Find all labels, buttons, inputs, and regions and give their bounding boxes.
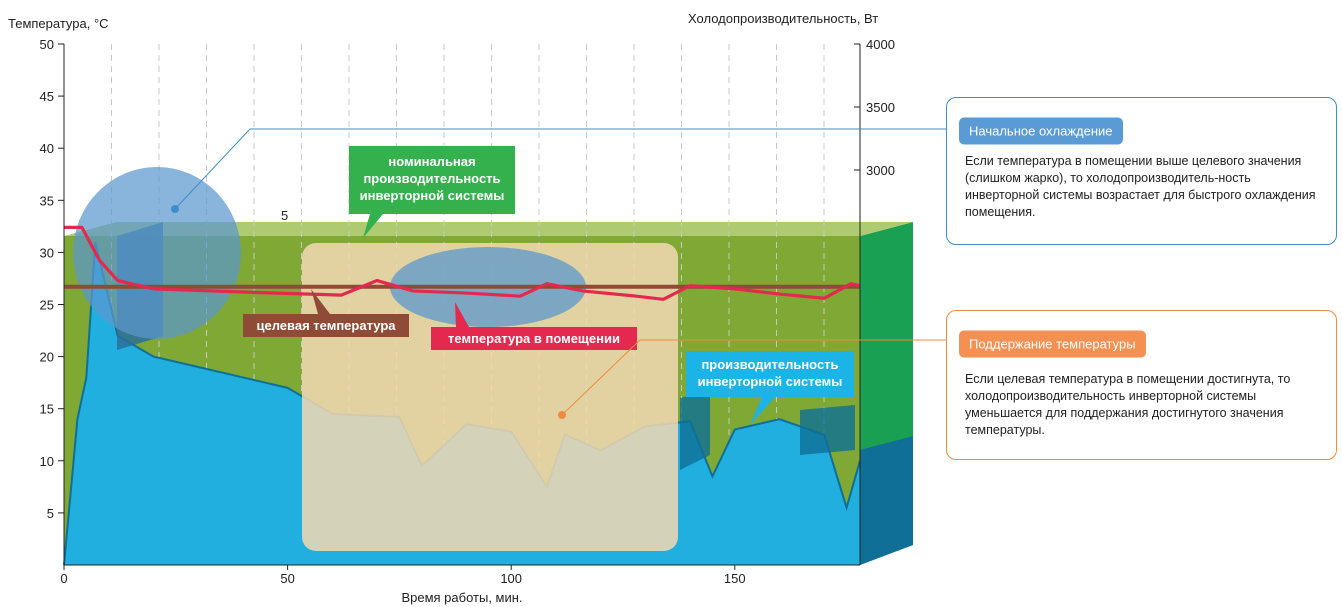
y-left-tick-label: 10: [40, 454, 54, 469]
callout-dot-initial: [171, 205, 179, 213]
room-temperature-line: [64, 225, 861, 301]
x-tick-label: 0: [60, 571, 67, 586]
capacity-block-end: [680, 390, 710, 470]
callout-temperature-maintenance-text: Если целевая температура в помещении дос…: [965, 372, 1291, 437]
y-right-tick-label: 4000: [866, 37, 895, 52]
x-tick-label: 150: [724, 571, 746, 586]
callout-initial-cooling-title: Начальное охлаждение: [959, 117, 1123, 145]
y-left-tick-label: 5: [47, 506, 54, 521]
y-left-tick-label: 25: [40, 298, 54, 313]
y-left-tick-label: 40: [40, 141, 54, 156]
y-axis-right-label: Холодопроизводительность, Вт: [688, 11, 878, 26]
callout-leader-initial: [174, 128, 960, 210]
callout-leader-maintenance: [561, 339, 960, 416]
panel-side-face-dark: [860, 436, 913, 565]
y-left-tick-label: 35: [40, 193, 54, 208]
target-temperature-tag-text: целевая температура: [256, 318, 396, 333]
x-axis-label: Время работы, мин.: [401, 590, 522, 605]
inverter-capacity-line-1: производительность: [701, 357, 838, 372]
y-left-tick-label: 20: [40, 350, 54, 365]
capacity-block-end-2: [800, 405, 855, 455]
panel-top-face: [64, 222, 913, 236]
x-axis-ticks: 0 50 100 150: [60, 565, 746, 586]
y-right-tick-label: 3000: [866, 163, 895, 178]
room-temperature-tag: [431, 327, 637, 350]
inverter-capacity-line-2: инверторной системы: [698, 374, 843, 389]
target-temperature-tag-pointer: [311, 289, 330, 314]
x-tick-label: 100: [500, 571, 522, 586]
callout-dot-maintenance: [558, 411, 566, 419]
callout-temperature-maintenance-title: Поддержание температуры: [959, 330, 1146, 358]
nominal-capacity-tag-pointer: [363, 214, 383, 238]
y-axis-right-ticks: 3000 3500 4000: [854, 37, 895, 178]
room-temperature-tag-text: температура в помещении: [448, 331, 620, 346]
target-temperature-tag: [243, 314, 409, 337]
x-tick-label: 50: [280, 571, 294, 586]
y-left-tick-label: 45: [40, 89, 54, 104]
y-axis-left-ticks: 5 10 15 20 25 30 35 40 45 50: [40, 37, 64, 521]
y-left-tick-label: 30: [40, 245, 54, 260]
room-temperature-tag-pointer: [455, 302, 469, 327]
nominal-capacity-tag: [349, 146, 515, 214]
callout-temperature-maintenance: Поддержание температуры Если целевая тем…: [946, 310, 1337, 460]
initial-cooling-circle: [73, 167, 241, 339]
callout-initial-cooling: Начальное охлаждение Если температура в …: [946, 97, 1337, 245]
y-axis-left-label: Температура, °С: [8, 16, 109, 31]
stray-label: 5: [281, 208, 288, 223]
y-left-tick-label: 15: [40, 402, 54, 417]
nominal-capacity-line-1: номинальная: [388, 154, 475, 169]
y-left-tick-label: 50: [40, 37, 54, 52]
inverter-capacity-tag-pointer: [750, 397, 775, 425]
y-right-tick-label: 3500: [866, 100, 895, 115]
callout-initial-cooling-text: Если температура в помещении выше целево…: [965, 154, 1316, 219]
nominal-capacity-line-2: производительность: [363, 171, 500, 186]
inverter-capacity-tag: [686, 351, 854, 397]
nominal-capacity-line-3: инверторной системы: [360, 188, 505, 203]
